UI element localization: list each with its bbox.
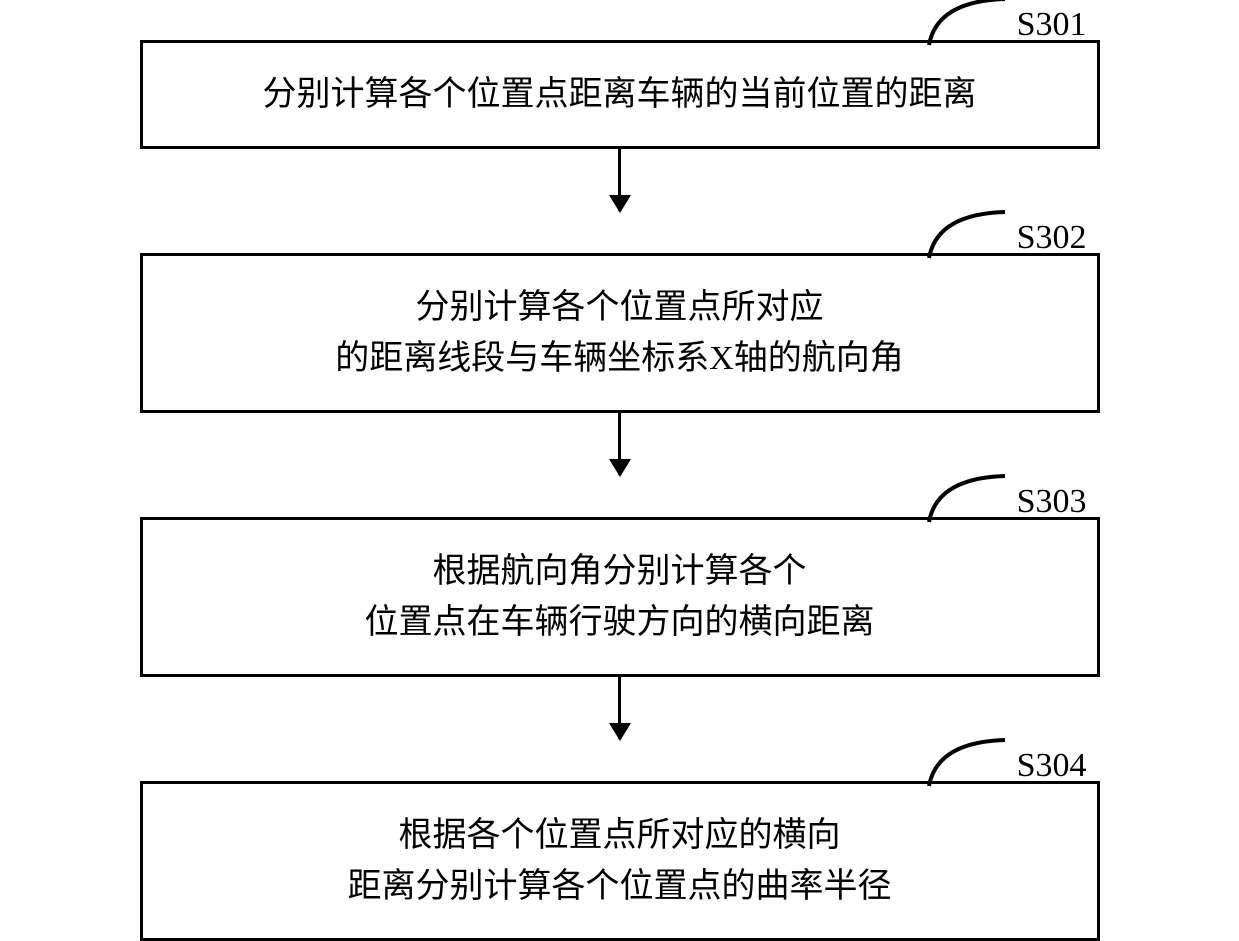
step-container-1: S301 分别计算各个位置点距离车辆的当前位置的距离 — [70, 40, 1170, 211]
step-text-line1: 根据航向角分别计算各个 — [433, 553, 807, 590]
label-curve-icon — [927, 0, 1007, 47]
step-box-s301: S301 分别计算各个位置点距离车辆的当前位置的距离 — [140, 40, 1100, 149]
step-box-s303: S303 根据航向角分别计算各个 位置点在车辆行驶方向的横向距离 — [140, 517, 1100, 677]
step-label: S303 — [1017, 476, 1087, 527]
step-text-line2: 位置点在车辆行驶方向的横向距离 — [365, 604, 875, 641]
step-label: S302 — [1017, 212, 1087, 263]
step-label: S304 — [1017, 740, 1087, 791]
step-container-2: S302 分别计算各个位置点所对应 的距离线段与车辆坐标系X轴的航向角 — [70, 253, 1170, 475]
step-container-3: S303 根据航向角分别计算各个 位置点在车辆行驶方向的横向距离 — [70, 517, 1170, 739]
label-curve-icon — [927, 206, 1007, 260]
step-text-line1: 分别计算各个位置点所对应 — [416, 289, 824, 326]
step-container-4: S304 根据各个位置点所对应的横向 距离分别计算各个位置点的曲率半径 — [70, 781, 1170, 941]
step-text-line2: 距离分别计算各个位置点的曲率半径 — [348, 868, 892, 905]
step-text-line2: 的距离线段与车辆坐标系X轴的航向角 — [335, 340, 904, 377]
arrow-down-icon — [618, 413, 621, 475]
step-text: 分别计算各个位置点距离车辆的当前位置的距离 — [263, 76, 977, 113]
label-curve-icon — [927, 734, 1007, 788]
step-text-line1: 根据各个位置点所对应的横向 — [399, 817, 841, 854]
step-box-s304: S304 根据各个位置点所对应的横向 距离分别计算各个位置点的曲率半径 — [140, 781, 1100, 941]
arrow-down-icon — [618, 149, 621, 211]
arrow-down-icon — [618, 677, 621, 739]
step-box-s302: S302 分别计算各个位置点所对应 的距离线段与车辆坐标系X轴的航向角 — [140, 253, 1100, 413]
flowchart-container: S301 分别计算各个位置点距离车辆的当前位置的距离 S302 分别计算各个位置… — [70, 40, 1170, 941]
step-label: S301 — [1017, 0, 1087, 50]
label-curve-icon — [927, 470, 1007, 524]
